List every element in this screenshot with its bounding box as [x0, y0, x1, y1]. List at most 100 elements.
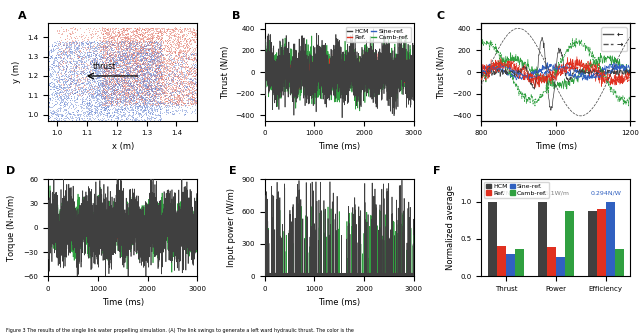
- Point: [111, 98, 122, 104]
- Point: [164, 90, 174, 96]
- Point: [186, 92, 196, 97]
- Point: [95, 105, 106, 110]
- Point: [186, 51, 196, 57]
- Point: [56, 76, 67, 81]
- Point: [97, 88, 108, 93]
- Point: [145, 46, 155, 51]
- Point: [150, 102, 160, 108]
- Point: [52, 59, 63, 64]
- Point: [141, 55, 152, 60]
- Point: [122, 87, 132, 93]
- Point: [99, 69, 109, 74]
- Point: [147, 109, 157, 114]
- Point: [165, 80, 175, 85]
- Point: [177, 57, 187, 63]
- Point: [171, 52, 181, 58]
- Point: [79, 29, 89, 34]
- Point: [100, 92, 110, 97]
- Point: [150, 88, 160, 94]
- Point: [73, 58, 83, 63]
- Point: [170, 49, 180, 55]
- Point: [108, 83, 118, 89]
- Point: [52, 69, 63, 75]
- Point: [88, 85, 99, 91]
- Point: [95, 43, 106, 48]
- Point: [70, 105, 81, 111]
- Point: [104, 92, 115, 97]
- Point: [135, 47, 145, 52]
- Point: [148, 70, 158, 75]
- Point: [117, 80, 127, 86]
- Point: [108, 62, 118, 68]
- Point: [115, 107, 125, 112]
- Point: [46, 49, 56, 55]
- Point: [124, 41, 134, 46]
- Point: [171, 73, 181, 78]
- Point: [67, 55, 77, 60]
- Point: [154, 91, 164, 96]
- Point: [153, 41, 163, 46]
- Point: [47, 44, 57, 49]
- Point: [188, 76, 198, 81]
- Point: [113, 46, 123, 52]
- Point: [90, 71, 100, 76]
- Point: [115, 63, 125, 69]
- Point: [122, 54, 132, 59]
- Point: [134, 79, 144, 85]
- Point: [102, 59, 113, 64]
- Point: [84, 110, 94, 115]
- Bar: [605, 202, 614, 276]
- Point: [155, 46, 165, 52]
- Point: [147, 53, 157, 58]
- Point: [139, 53, 149, 58]
- Point: [81, 113, 91, 119]
- Point: [135, 47, 145, 52]
- Point: [131, 77, 141, 82]
- Point: [90, 53, 100, 59]
- Point: [170, 86, 180, 92]
- Point: [161, 84, 171, 89]
- Point: [143, 89, 154, 94]
- Point: [133, 94, 143, 99]
- Point: [105, 83, 115, 88]
- Point: [104, 34, 115, 39]
- Point: [64, 45, 74, 51]
- Point: [131, 53, 141, 58]
- Point: [83, 71, 93, 77]
- Point: [62, 55, 72, 60]
- Point: [78, 110, 88, 116]
- Point: [180, 104, 190, 109]
- Point: [71, 75, 81, 80]
- Point: [130, 32, 140, 38]
- Point: [145, 51, 156, 57]
- Point: [108, 76, 118, 81]
- Point: [128, 74, 138, 80]
- Point: [131, 91, 141, 96]
- Point: [159, 105, 170, 110]
- Point: [90, 69, 100, 74]
- Point: [65, 80, 75, 85]
- Point: [117, 30, 127, 36]
- Point: [135, 64, 145, 69]
- Point: [132, 40, 142, 45]
- Point: [49, 57, 59, 62]
- Point: [52, 69, 63, 74]
- Point: [138, 85, 148, 91]
- Point: [92, 49, 102, 54]
- Point: [157, 100, 167, 106]
- Point: [83, 80, 93, 85]
- Point: [99, 89, 109, 94]
- Point: [159, 77, 169, 82]
- Point: [161, 98, 171, 104]
- Point: [120, 102, 131, 107]
- Point: [134, 47, 144, 53]
- Point: [104, 108, 114, 113]
- Point: [154, 46, 164, 51]
- Point: [44, 99, 54, 105]
- Point: [184, 35, 194, 40]
- Point: [138, 66, 148, 72]
- Point: [104, 51, 115, 56]
- Point: [47, 73, 57, 78]
- Point: [109, 102, 120, 107]
- Point: [117, 28, 127, 33]
